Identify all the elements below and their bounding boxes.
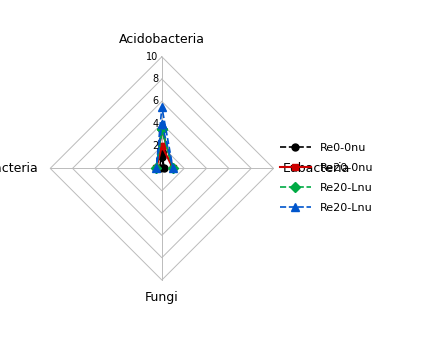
Text: Acidobacteria: Acidobacteria (118, 33, 204, 46)
Legend: Re0-0nu, Re20-0nu, Re20-Lnu, Re20-Lnu: Re0-0nu, Re20-0nu, Re20-Lnu, Re20-Lnu (279, 143, 372, 213)
Text: Eubacteria: Eubacteria (282, 162, 349, 175)
Text: 2: 2 (152, 141, 158, 151)
Text: 6: 6 (152, 96, 158, 106)
Text: 4: 4 (152, 119, 158, 129)
Text: 8: 8 (152, 74, 158, 84)
Text: Fungi: Fungi (145, 291, 178, 304)
Text: β-proteobacteria: β-proteobacteria (0, 162, 39, 175)
Text: 10: 10 (146, 52, 158, 62)
